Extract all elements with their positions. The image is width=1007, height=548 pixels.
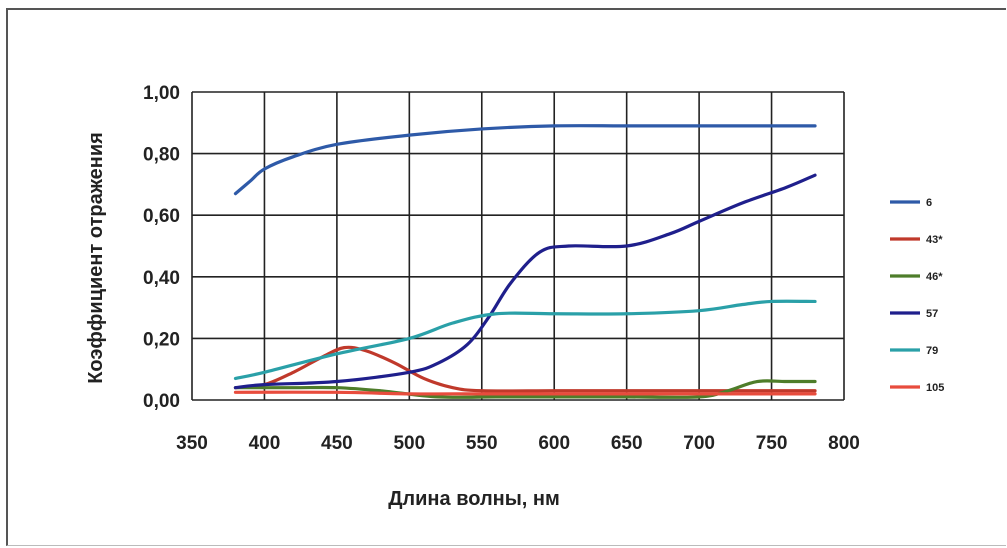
series-line-105 <box>233 390 817 396</box>
x-tick-label: 400 <box>249 433 281 454</box>
y-tick-label: 0,20 <box>143 329 180 350</box>
legend-label: 79 <box>926 345 938 357</box>
y-tick-label: 0,40 <box>143 268 180 289</box>
legend-label: 6 <box>926 197 932 209</box>
y-tick-label: 0,60 <box>143 206 180 227</box>
x-tick-label: 750 <box>756 433 788 454</box>
series-line-6 <box>233 124 817 196</box>
legend-label: 43* <box>926 234 943 246</box>
series-line-79 <box>233 299 817 381</box>
series-lines <box>233 124 817 399</box>
x-axis-label: Длина волны, нм <box>388 488 560 510</box>
y-axis-label: Коэффициент отражения <box>85 132 107 384</box>
legend-label: 105 <box>926 382 944 394</box>
x-tick-label: 550 <box>466 433 498 454</box>
y-tick-label: 0,80 <box>143 145 180 166</box>
y-tick-label: 0,00 <box>143 391 180 412</box>
x-tick-label: 700 <box>683 433 715 454</box>
x-tick-label: 650 <box>611 433 643 454</box>
reflectance-line-chart: 350 400 450 500 550 600 650 700 750 800 0,00 0,20 0,… <box>85 83 944 510</box>
x-tick-label: 450 <box>321 433 353 454</box>
y-tick-label: 1,00 <box>143 83 180 104</box>
series-line-57 <box>233 173 817 390</box>
chart-frame: 350 400 450 500 550 600 650 700 750 800 0,00 0,20 0,… <box>6 8 1006 546</box>
x-tick-label: 800 <box>828 433 860 454</box>
x-tick-label: 500 <box>393 433 425 454</box>
x-tick-label: 600 <box>538 433 570 454</box>
grid <box>191 91 845 401</box>
legend-label: 57 <box>926 308 938 320</box>
x-tick-label: 350 <box>176 433 208 454</box>
legend: 6 43* 46* 57 79 105 <box>890 197 944 394</box>
series-line-43star <box>233 345 817 393</box>
tick-labels: 350 400 450 500 550 600 650 700 750 800 0,00 0,20 0,… <box>143 83 860 454</box>
legend-label: 46* <box>926 271 943 283</box>
series-line-46star <box>233 379 817 399</box>
